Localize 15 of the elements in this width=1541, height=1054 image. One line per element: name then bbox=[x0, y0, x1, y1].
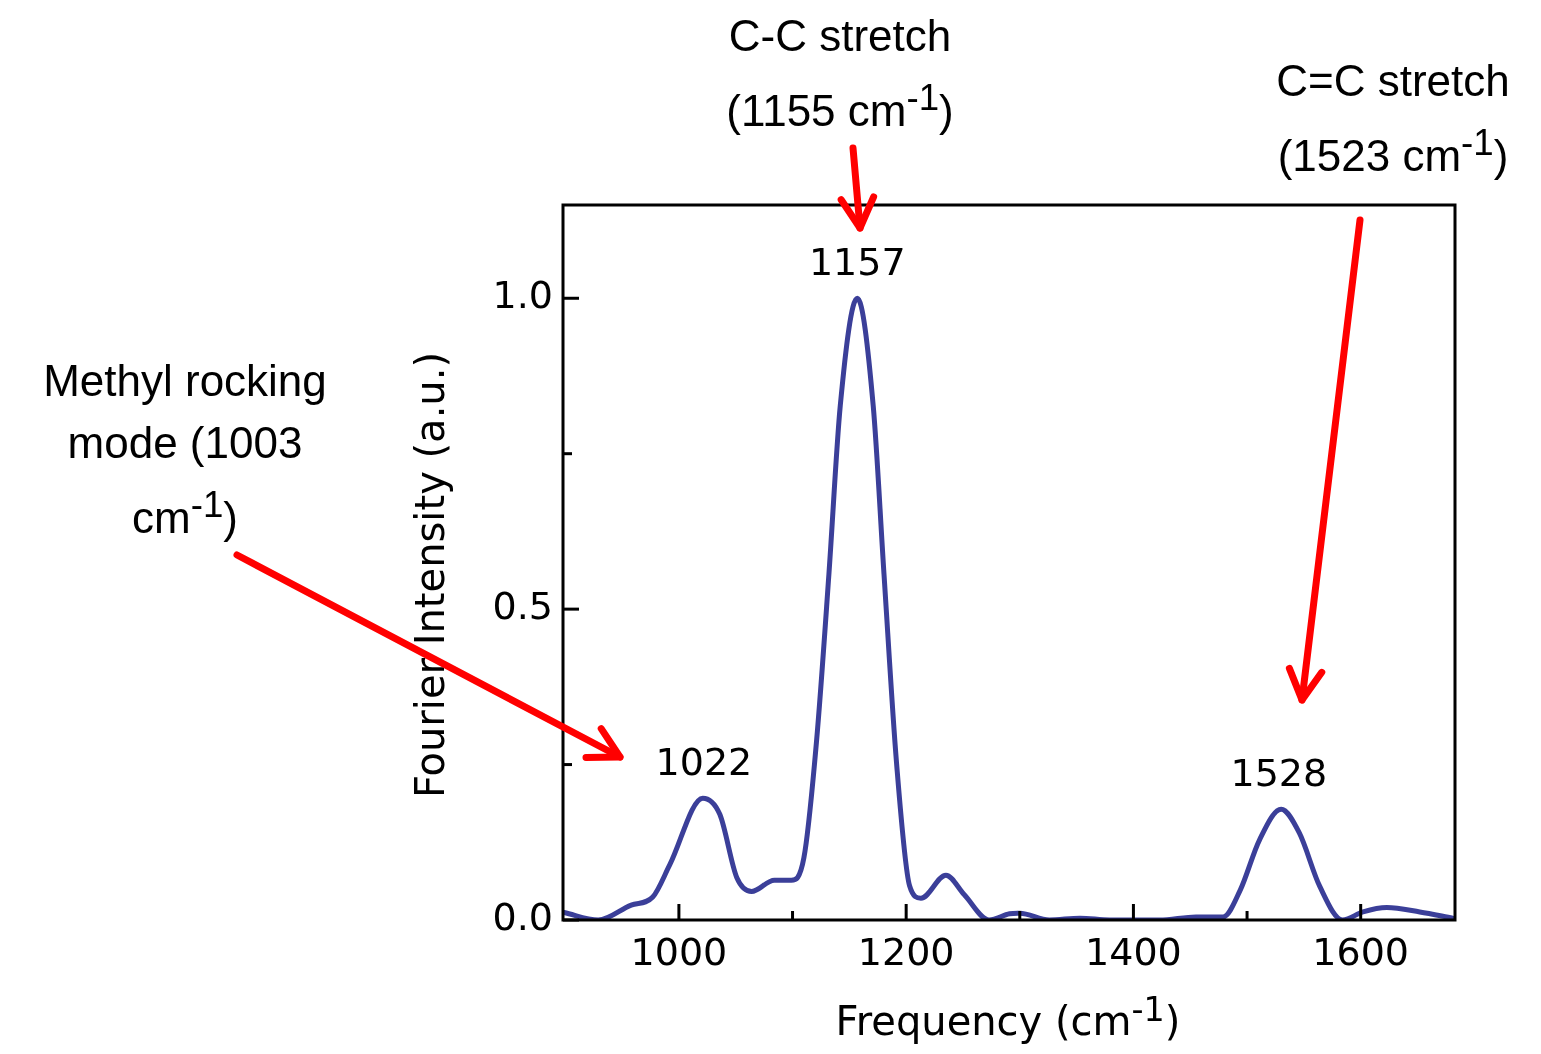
y-tick-label: 1.0 bbox=[492, 273, 553, 318]
annotation: 1528 bbox=[1230, 751, 1328, 796]
x-tick-label: 1000 bbox=[630, 929, 728, 974]
y-axis-title: Fourier Intensity (a.u.) bbox=[406, 350, 454, 801]
text: C-C stretch (1155 cm$^{-1}$) bbox=[725, 10, 955, 137]
y-tick-label: 0.5 bbox=[492, 584, 553, 629]
text: Methyl rocking mode (1003 cm$^{-1}$) bbox=[42, 355, 328, 544]
x-tick-label: 1200 bbox=[857, 929, 955, 974]
annotation: 1157 bbox=[808, 240, 906, 285]
x-axis-title: Frequency (cm$^{-1}$) bbox=[834, 989, 1182, 1047]
x-tick-label: 1400 bbox=[1085, 929, 1182, 974]
text: C=C stretch (1523 cm$^{-1}$) bbox=[1275, 55, 1511, 182]
annotation: 1022 bbox=[655, 740, 753, 785]
y-tick-label: 0.0 bbox=[492, 894, 553, 939]
x-tick-label: 1600 bbox=[1312, 929, 1410, 974]
